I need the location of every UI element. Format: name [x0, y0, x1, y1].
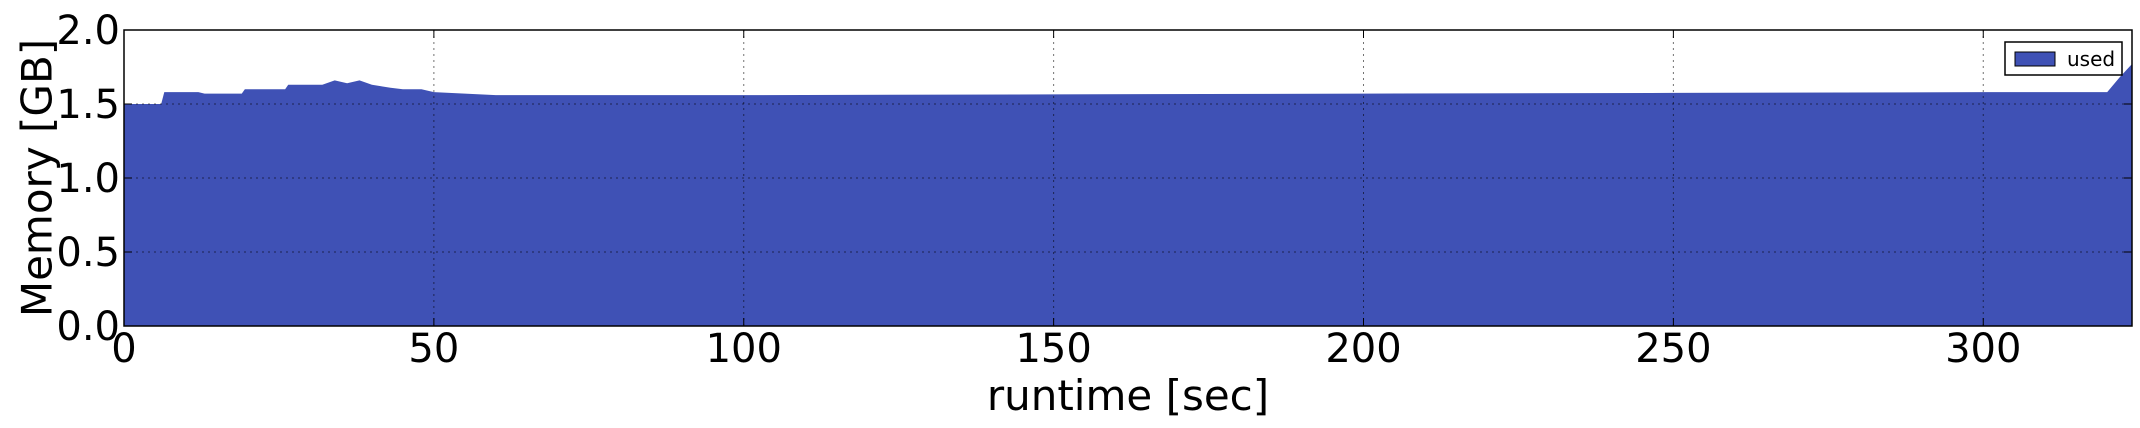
legend-label-used: used: [2067, 47, 2115, 71]
x-axis-title: runtime [sec]: [987, 371, 1269, 420]
x-tick-label: 300: [1945, 326, 2021, 372]
y-tick-label: 2.0: [56, 8, 120, 54]
y-axis-ticks: 0.0 0.5 1.0 1.5 2.0: [56, 8, 2132, 350]
x-tick-label: 150: [1015, 326, 1091, 372]
series-areas: [124, 64, 2132, 326]
grid-lines: [124, 30, 2132, 326]
legend-swatch-used: [2014, 51, 2056, 67]
x-tick-label: 50: [408, 326, 459, 372]
x-tick-label: 250: [1635, 326, 1711, 372]
y-tick-label: 0.5: [56, 230, 120, 276]
y-tick-label: 1.0: [56, 156, 120, 202]
x-tick-label: 0: [111, 326, 136, 372]
y-tick-label: 0.0: [56, 304, 120, 350]
x-tick-label: 200: [1325, 326, 1401, 372]
x-axis-ticks: 0 50 100 150 200 250 300: [111, 30, 2021, 372]
x-tick-label: 100: [706, 326, 782, 372]
legend: used: [2004, 41, 2123, 76]
area-used: [124, 64, 2132, 326]
y-tick-label: 1.5: [56, 82, 120, 128]
y-axis-title: Memory [GB]: [13, 39, 62, 317]
